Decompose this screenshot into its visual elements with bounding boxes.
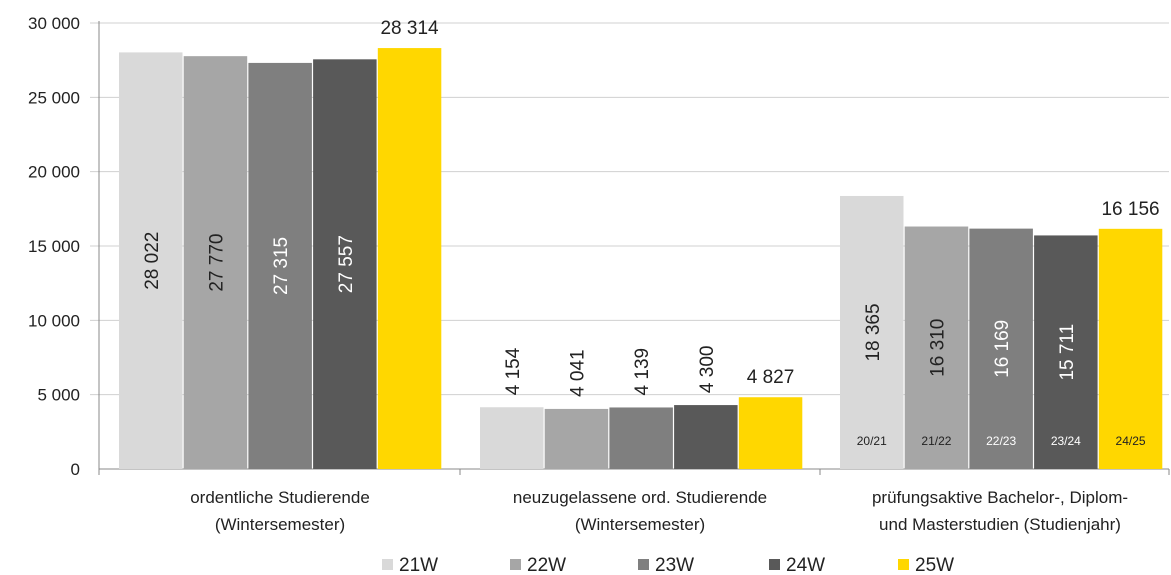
data-label: 4 139 <box>632 348 653 396</box>
legend-label: 24W <box>786 555 825 575</box>
bar-24W-0 <box>313 59 377 469</box>
bar-25W-1 <box>738 397 803 469</box>
legend-label: 25W <box>915 555 954 575</box>
x-category-label: ordentliche Studierende <box>190 488 370 507</box>
data-label: 28 314 <box>380 18 439 39</box>
data-label: 27 770 <box>206 234 227 292</box>
data-label: 18 365 <box>863 303 884 361</box>
x-category-label: prüfungsaktive Bachelor-, Diplom- <box>872 488 1128 507</box>
y-tick-label: 10 000 <box>28 311 80 330</box>
y-tick-label: 30 000 <box>28 14 80 33</box>
x-category-label: neuzugelassene ord. Studierende <box>513 488 767 507</box>
study-year-label: 21/22 <box>921 434 951 448</box>
bar-25W-0 <box>377 48 442 470</box>
y-tick-label: 15 000 <box>28 237 80 256</box>
legend-swatch-22W <box>510 559 521 570</box>
data-label: 28 022 <box>142 232 163 290</box>
y-tick-label: 5 000 <box>37 386 80 405</box>
study-year-label: 20/21 <box>857 434 887 448</box>
bar-22W-1 <box>544 408 609 469</box>
legend-swatch-23W <box>638 559 649 570</box>
bar-21W-1 <box>480 407 544 469</box>
legend-label: 23W <box>655 555 694 575</box>
legend-label: 22W <box>527 555 566 575</box>
bar-23W-2 <box>969 228 1033 469</box>
legend-swatch-21W <box>382 559 393 570</box>
study-year-label: 23/24 <box>1051 434 1081 448</box>
legend-swatch-25W <box>898 559 909 570</box>
bar-23W-1 <box>609 407 673 469</box>
data-label: 27 557 <box>336 235 357 293</box>
data-label: 4 827 <box>747 367 795 388</box>
study-year-label: 22/23 <box>986 434 1016 448</box>
x-category-label: (Wintersemester) <box>215 515 345 534</box>
legend-swatch-24W <box>769 559 780 570</box>
data-label: 4 300 <box>697 346 718 394</box>
data-label: 16 169 <box>992 320 1013 378</box>
x-category-label: (Wintersemester) <box>575 515 705 534</box>
y-tick-label: 0 <box>71 460 80 479</box>
study-year-label: 24/25 <box>1116 434 1146 448</box>
data-label: 15 711 <box>1057 324 1078 381</box>
data-label: 16 310 <box>927 319 948 377</box>
bar-24W-1 <box>674 405 738 469</box>
bar-22W-0 <box>183 56 248 469</box>
bar-25W-2 <box>1098 228 1163 469</box>
x-category-label: und Masterstudien (Studienjahr) <box>879 515 1121 534</box>
data-label: 4 154 <box>503 347 524 395</box>
data-label: 27 315 <box>271 237 292 295</box>
y-tick-label: 20 000 <box>28 163 80 182</box>
y-tick-label: 25 000 <box>28 88 80 107</box>
data-label: 16 156 <box>1101 199 1159 220</box>
bar-23W-0 <box>248 62 312 470</box>
bar-21W-2 <box>840 195 904 469</box>
bar-22W-2 <box>904 226 969 469</box>
bar-24W-2 <box>1034 235 1098 469</box>
data-label: 4 041 <box>567 349 588 397</box>
legend-label: 21W <box>399 555 438 575</box>
bar-21W-0 <box>119 52 183 470</box>
